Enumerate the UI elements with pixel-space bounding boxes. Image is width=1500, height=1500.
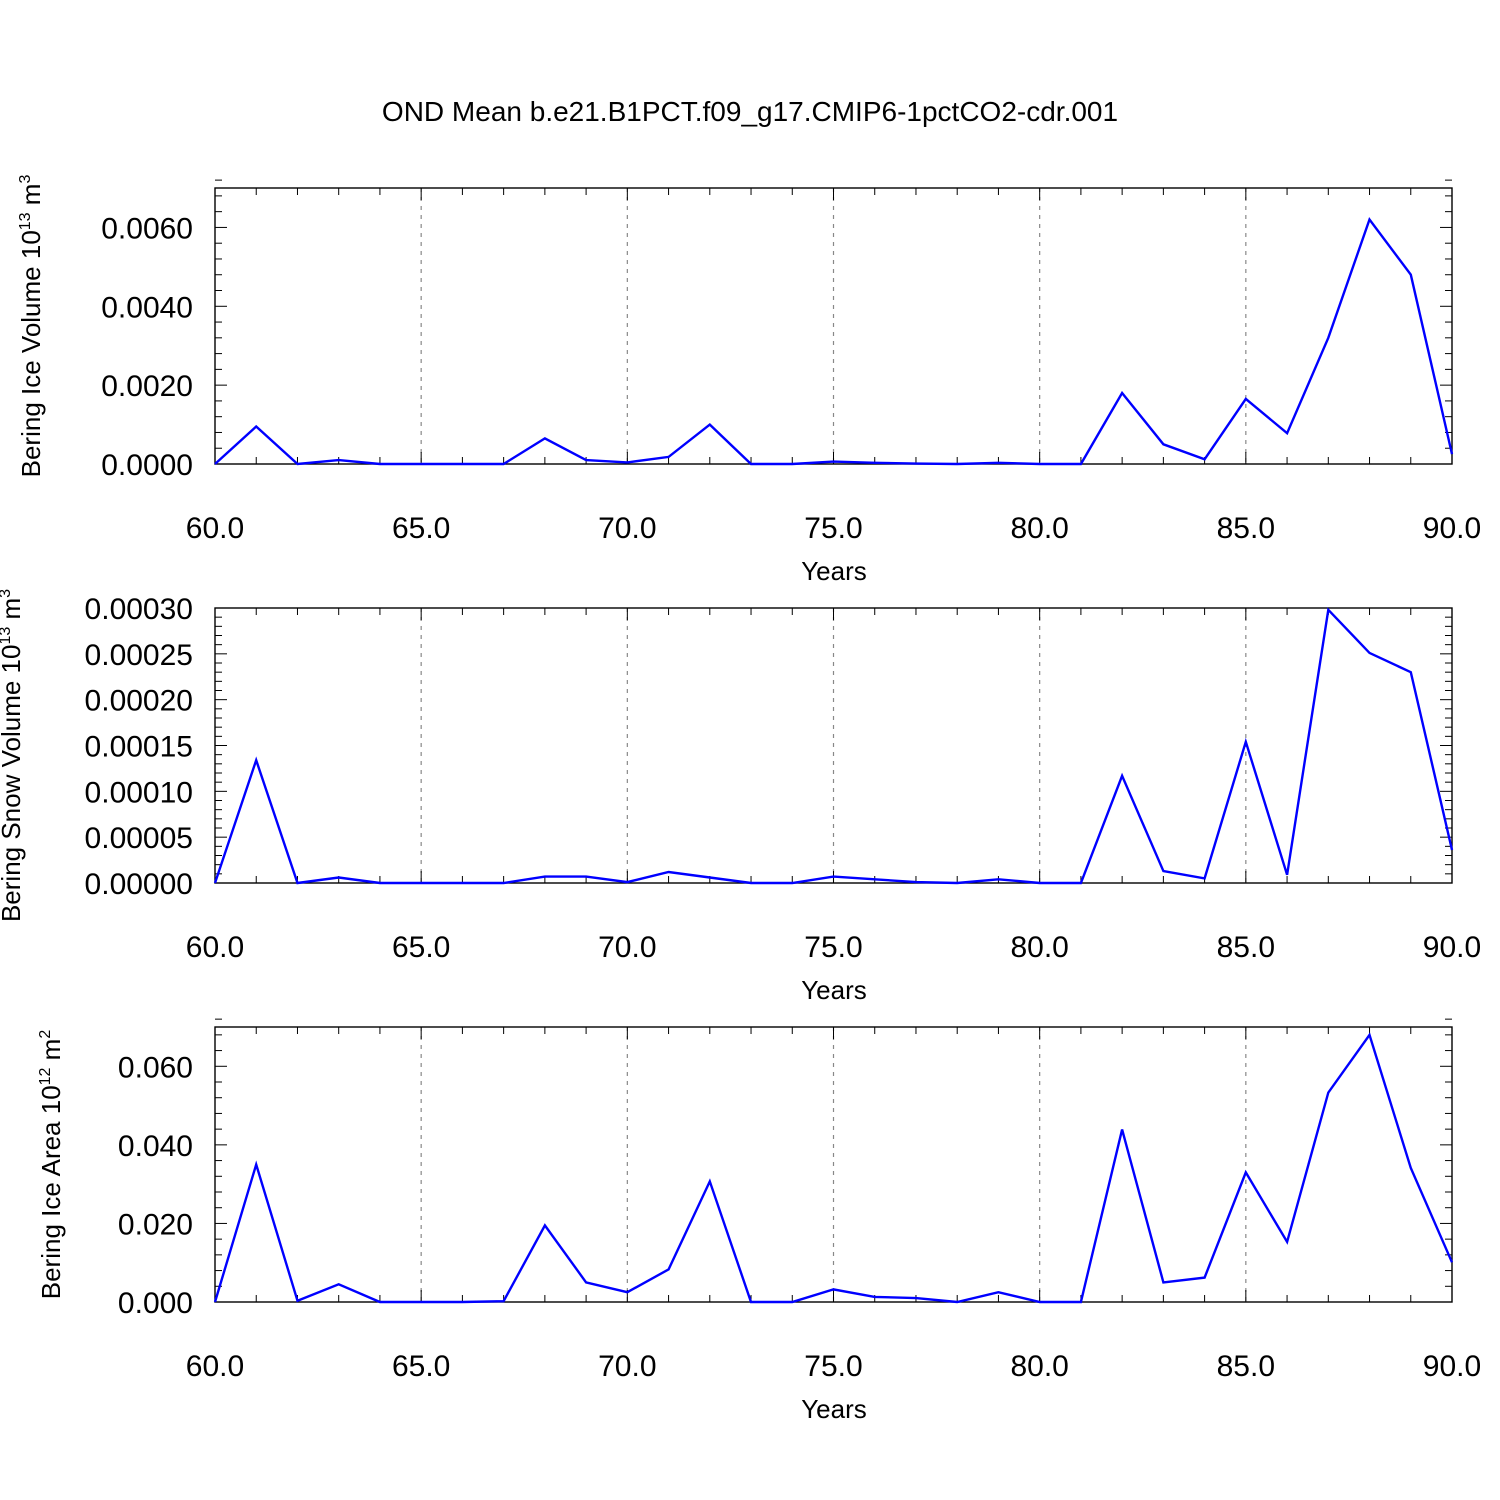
x-tick-label: 65.0	[392, 512, 450, 545]
x-axis-label: Years	[801, 1394, 867, 1424]
panel-3: 60.0 65.0 70.0 75.0 80.0 85.0 90.0 0.000 0.020 0.…	[36, 1018, 1481, 1424]
x-tick-label: 60.0	[186, 1350, 244, 1383]
y-axis-label-exponent: 13	[0, 627, 14, 645]
x-tick-label: 65.0	[392, 1350, 450, 1383]
x-tick-label: 85.0	[1217, 1350, 1275, 1383]
y-tick-label: 0.00005	[85, 822, 193, 855]
x-tick-label: 70.0	[598, 931, 656, 964]
y-tick-label: 0.0060	[101, 212, 193, 245]
y-tick-label: 0.00020	[85, 685, 193, 718]
y-axis-label-unit: m	[36, 1039, 66, 1068]
series-line	[214, 216, 1454, 466]
y-tick-label: 0.00010	[85, 776, 193, 809]
y-axis-label-exponent: 13	[17, 212, 34, 230]
y-tick-label: 0.00000	[85, 868, 193, 901]
x-tick-label: 75.0	[804, 512, 862, 545]
x-tick-label: 90.0	[1423, 1350, 1481, 1383]
x-tick-label: 60.0	[186, 931, 244, 964]
y-axis-label-text: Bering Ice Volume 10	[16, 230, 46, 477]
y-tick-label: 0.060	[118, 1051, 193, 1084]
x-tick-label: 80.0	[1010, 1350, 1068, 1383]
y-tick-label: 0.00025	[85, 639, 193, 672]
x-tick-label: 75.0	[804, 1350, 862, 1383]
y-axis-label: Bering Ice Volume 1013 m3	[16, 175, 46, 478]
x-tick-label: 80.0	[1010, 931, 1068, 964]
series-line	[213, 607, 1454, 885]
x-tick-label: 90.0	[1423, 512, 1481, 545]
y-axis-label-unit-exponent: 3	[0, 589, 14, 598]
panel-1: 60.0 65.0 70.0 75.0 80.0 85.0 90.0 0.0000 0.0020…	[16, 175, 1481, 586]
y-tick-label: 0.0040	[101, 291, 193, 324]
x-tick-label: 85.0	[1217, 931, 1275, 964]
y-axis-label-unit: m	[16, 184, 46, 213]
series-line	[213, 1032, 1454, 1304]
y-axis-label-exponent: 12	[37, 1067, 54, 1085]
y-axis-label-unit-exponent: 2	[37, 1030, 54, 1039]
y-tick-label: 0.0020	[101, 370, 193, 403]
y-tick-label: 0.000	[118, 1287, 193, 1320]
y-axis-label-unit-exponent: 3	[17, 175, 34, 184]
y-axis-label: Bering Ice Area 1012 m2	[36, 1030, 66, 1300]
y-tick-label: 0.040	[118, 1130, 193, 1163]
x-axis-label: Years	[801, 975, 867, 1005]
x-tick-label: 90.0	[1423, 931, 1481, 964]
panel-2: 60.0 65.0 70.0 75.0 80.0 85.0 90.0 0.00000 0.000…	[0, 589, 1481, 1005]
x-tick-label: 75.0	[804, 931, 862, 964]
x-tick-label: 70.0	[598, 1350, 656, 1383]
x-tick-label: 65.0	[392, 931, 450, 964]
chart-title: OND Mean b.e21.B1PCT.f09_g17.CMIP6-1pctC…	[381, 96, 1119, 127]
y-axis-label-text: Bering Ice Area 10	[36, 1085, 66, 1299]
y-tick-label: 0.020	[118, 1208, 193, 1241]
y-axis-label-unit: m	[0, 598, 26, 627]
y-axis-label: Bering Snow Volume 1013 m3	[0, 589, 26, 922]
y-tick-label: 0.00030	[85, 593, 193, 626]
x-tick-label: 85.0	[1217, 512, 1275, 545]
x-tick-label: 80.0	[1010, 512, 1068, 545]
y-axis-label-text: Bering Snow Volume 10	[0, 645, 26, 923]
x-axis-label: Years	[801, 556, 867, 586]
y-tick-label: 0.0000	[101, 449, 193, 482]
x-tick-label: 60.0	[186, 512, 244, 545]
x-tick-label: 70.0	[598, 512, 656, 545]
y-tick-label: 0.00015	[85, 731, 193, 764]
